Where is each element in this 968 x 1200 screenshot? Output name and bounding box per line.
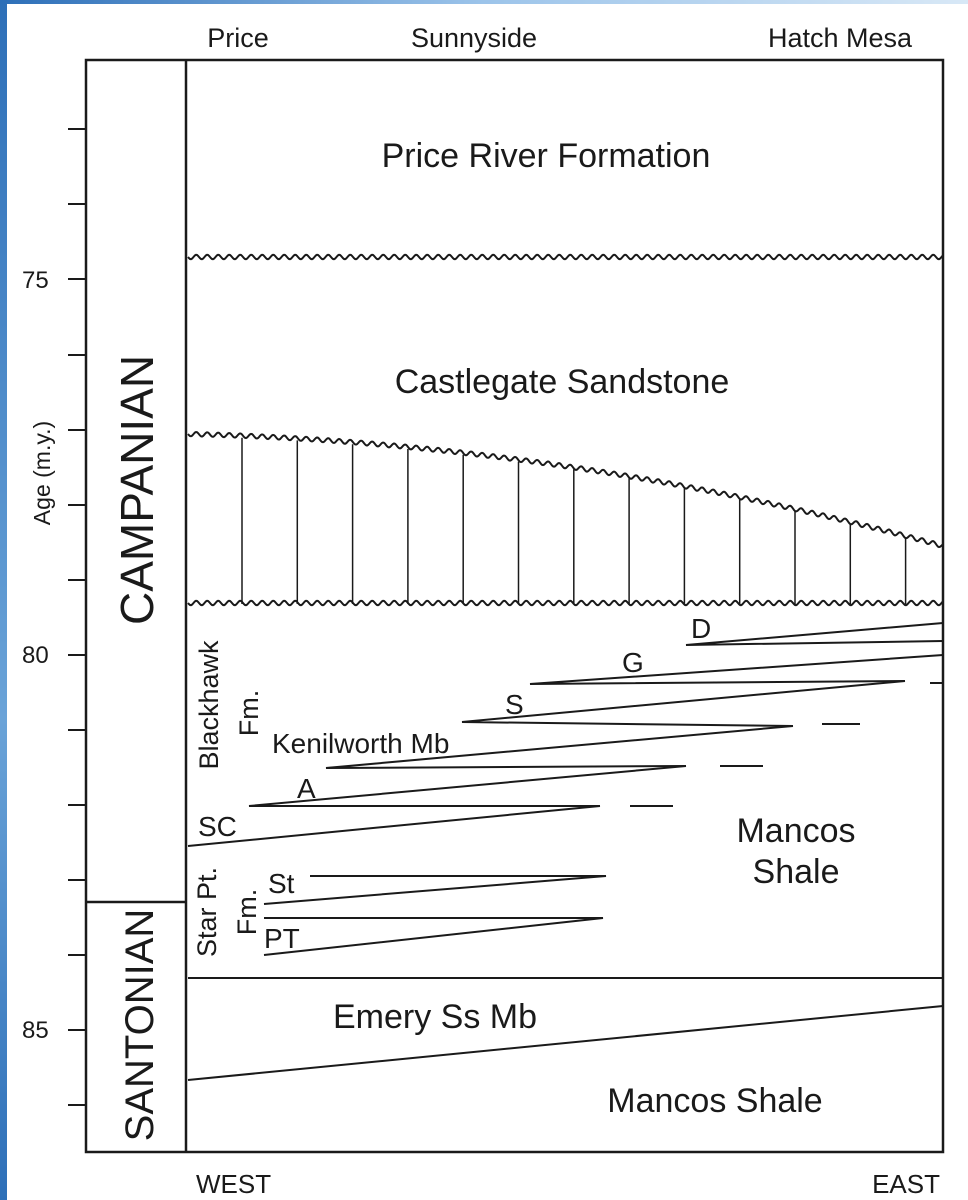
location-sunnyside: Sunnyside: [411, 23, 537, 53]
label-blackhawk-fm: Fm.: [234, 690, 264, 737]
unconformity-castlegate-base: [187, 430, 944, 549]
star-point-tongues: [263, 875, 607, 956]
tongue-pt: [263, 917, 604, 956]
stage-santonian: SANTONIAN: [118, 909, 162, 1142]
label-mancos-shale-upper-1: Mancos: [736, 812, 855, 850]
tongue-sc: [248, 765, 687, 807]
hiatus-hatching: [241, 437, 907, 604]
blackhawk-base: [187, 805, 601, 847]
label-castlegate-sandstone: Castlegate Sandstone: [395, 363, 730, 401]
label-star-point-fm: Fm.: [232, 889, 262, 936]
age-axis-ticks: [68, 128, 86, 1106]
stage-campanian: CAMPANIAN: [111, 355, 163, 625]
label-price-river-formation: Price River Formation: [382, 137, 711, 175]
label-kenilworth-member: Kenilworth Mb: [272, 728, 449, 759]
emery-base: [187, 1005, 944, 1081]
direction-east: EAST: [872, 1169, 940, 1199]
location-price: Price: [207, 23, 269, 53]
tongue-label-st: St: [268, 868, 295, 899]
tongue-s: [461, 680, 906, 727]
tongue-label-d: D: [691, 613, 711, 644]
tongue-label-g: G: [622, 647, 644, 678]
unconformity-price-river-base: [187, 253, 944, 261]
diagram-frame: [84, 58, 945, 1154]
label-mancos-shale-upper-2: Shale: [753, 853, 840, 891]
location-hatch-mesa: Hatch Mesa: [768, 23, 913, 53]
label-blackhawk: Blackhawk: [194, 640, 224, 770]
label-star-point: Star Pt.: [192, 867, 222, 957]
top-edge-decoration: [0, 0, 968, 4]
age-tick-80: 80: [22, 642, 49, 669]
age-tick-75: 75: [22, 267, 49, 294]
age-tick-85: 85: [22, 1017, 49, 1044]
tongue-st: [263, 875, 607, 905]
blackhawk-tongues: [187, 622, 944, 847]
tongue-g: [529, 654, 944, 685]
unconformity-hiatus-base: [187, 599, 944, 607]
label-mancos-shale-lower: Mancos Shale: [607, 1082, 822, 1120]
tongue-label-pt: PT: [264, 923, 300, 954]
tongue-label-s: S: [505, 689, 524, 720]
label-emery-sandstone-member: Emery Ss Mb: [333, 998, 537, 1036]
age-axis-label: Age (m.y.): [29, 421, 55, 525]
tongue-label-sc: SC: [198, 811, 237, 842]
tongue-label-a: A: [297, 773, 316, 804]
tongue-a: [325, 725, 794, 769]
direction-west: WEST: [196, 1169, 271, 1199]
left-edge-decoration: [0, 0, 7, 1200]
tongue-d: [685, 622, 944, 646]
